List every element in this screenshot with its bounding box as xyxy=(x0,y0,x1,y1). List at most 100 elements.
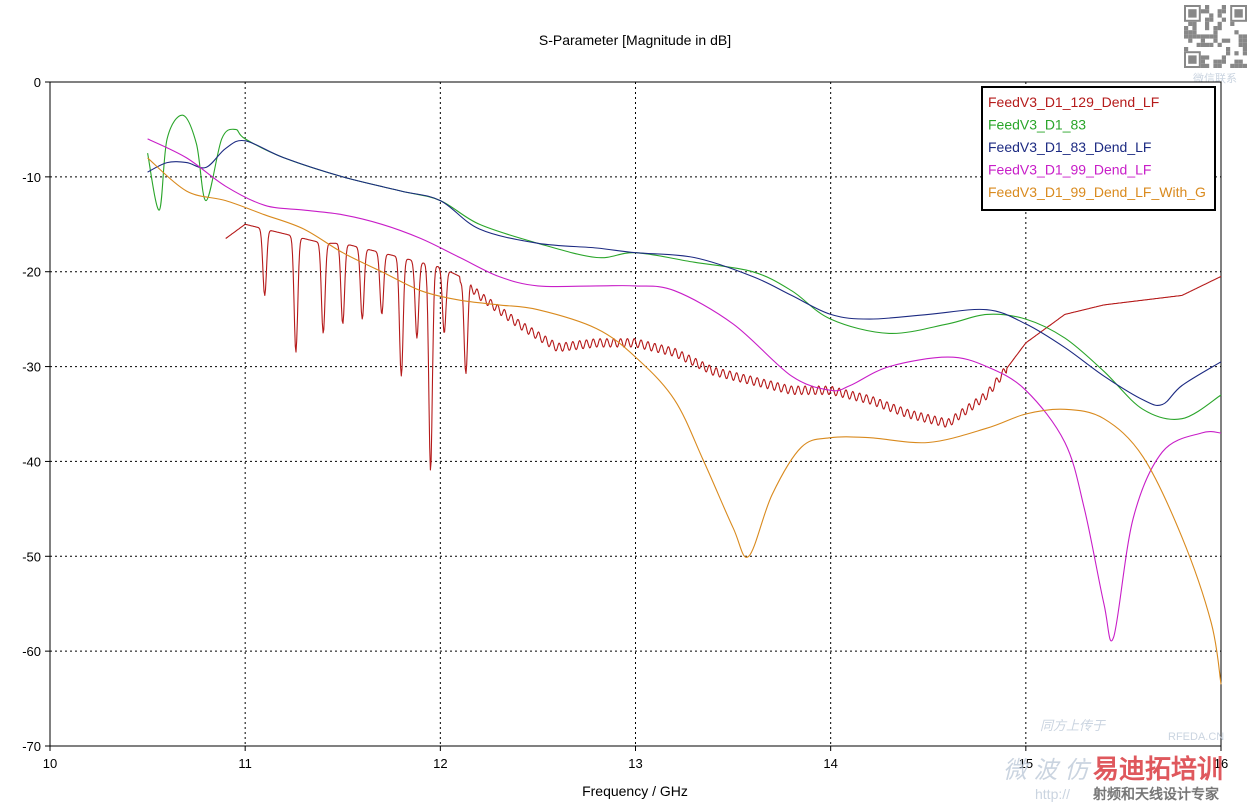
qr-cell xyxy=(1188,21,1193,26)
y-axis-ticks: 0 -10 -20 -30 -40 -50 -60 -70 xyxy=(22,75,50,754)
x-tick-label: 12 xyxy=(433,756,447,771)
qr-cell xyxy=(1205,26,1210,31)
qr-cell xyxy=(1196,42,1201,47)
qr-cell xyxy=(1213,63,1218,68)
qr-cell xyxy=(1242,51,1247,56)
y-tick-label: -30 xyxy=(22,360,41,375)
qr-cell xyxy=(1184,26,1189,31)
qr-cell xyxy=(1184,47,1189,52)
x-tick-label: 14 xyxy=(823,756,837,771)
legend: FeedV3_D1_129_Dend_LF FeedV3_D1_83 FeedV3_… xyxy=(981,86,1216,211)
series-line-1 xyxy=(225,223,1222,471)
series-line-2 xyxy=(147,114,1222,420)
legend-entry: FeedV3_D1_99_Dend_LF xyxy=(988,162,1151,178)
qr-cell xyxy=(1238,59,1243,64)
qr-cell xyxy=(1217,21,1222,26)
legend-entry: FeedV3_D1_83_Dend_LF xyxy=(988,139,1151,155)
qr-cell xyxy=(1192,21,1197,26)
x-axis-ticks: 10 11 12 13 14 15 16 xyxy=(43,746,1228,771)
qr-cell xyxy=(1226,47,1231,52)
qr-cell xyxy=(1200,42,1205,47)
qr-cell xyxy=(1205,63,1210,68)
series-lines xyxy=(147,114,1222,685)
qr-cell xyxy=(1221,5,1226,10)
y-tick-label: -50 xyxy=(22,549,41,564)
qr-cell xyxy=(1205,5,1210,10)
qr-finder xyxy=(1230,5,1247,22)
qr-cell xyxy=(1234,51,1239,56)
legend-box xyxy=(981,86,1216,211)
y-tick-label: -10 xyxy=(22,170,41,185)
legend-entry: FeedV3_D1_83 xyxy=(988,117,1086,133)
qr-cell xyxy=(1238,63,1243,68)
qr-cell xyxy=(1217,59,1222,64)
qr-cell xyxy=(1184,30,1189,35)
qr-cell xyxy=(1188,34,1193,39)
qr-cell xyxy=(1205,42,1210,47)
qr-code-watermark xyxy=(1184,5,1247,69)
qr-cell xyxy=(1209,34,1214,39)
watermark-slogan: 射频和天线设计专家 xyxy=(1092,786,1220,802)
x-tick-label: 13 xyxy=(628,756,642,771)
qr-cell xyxy=(1188,38,1193,43)
qr-cell xyxy=(1213,30,1218,35)
qr-cell xyxy=(1200,63,1205,68)
qr-cell xyxy=(1205,55,1210,60)
qr-finder-core xyxy=(1188,55,1197,64)
qr-cell xyxy=(1238,42,1243,47)
qr-cell xyxy=(1200,55,1205,60)
watermark-brand: 易迪拓培训 xyxy=(1093,754,1223,784)
legend-entry: FeedV3_D1_99_Dend_LF_With_G xyxy=(988,184,1206,200)
watermarks: 同方上传于 RFEDA.CN 微 波 仿 易迪拓培训 http:// 射频和天线… xyxy=(1003,718,1224,802)
qr-cell xyxy=(1217,63,1222,68)
qr-cell xyxy=(1242,38,1247,43)
qr-cell xyxy=(1217,9,1222,14)
x-tick-label: 11 xyxy=(238,756,252,771)
qr-cell xyxy=(1205,17,1210,22)
qr-cell xyxy=(1200,34,1205,39)
qr-cell xyxy=(1205,9,1210,14)
series-line-3 xyxy=(147,139,1222,406)
qr-cell xyxy=(1213,59,1218,64)
y-tick-label: 0 xyxy=(34,75,41,90)
qr-cell xyxy=(1238,34,1243,39)
qr-finder xyxy=(1184,51,1201,69)
qr-cell xyxy=(1205,34,1210,39)
qr-cell xyxy=(1234,59,1239,64)
qr-cell xyxy=(1209,42,1214,47)
qr-cell xyxy=(1200,38,1205,43)
x-tick-label: 16 xyxy=(1214,756,1228,771)
qr-cell xyxy=(1226,38,1231,43)
chart-title: S-Parameter [Magnitude in dB] xyxy=(539,32,731,48)
qr-cell xyxy=(1188,30,1193,35)
qr-cell xyxy=(1217,42,1222,47)
watermark-rfeda: RFEDA.CN xyxy=(1168,731,1224,743)
qr-cell xyxy=(1209,13,1214,18)
qr-finder xyxy=(1184,5,1201,22)
qr-cell xyxy=(1234,30,1239,35)
qr-cell xyxy=(1184,34,1189,39)
x-axis-label: Frequency / GHz xyxy=(582,783,688,799)
qr-cell xyxy=(1196,34,1201,39)
qr-cell xyxy=(1242,42,1247,47)
qr-cell xyxy=(1221,55,1226,60)
qr-cell xyxy=(1192,30,1197,35)
y-tick-label: -40 xyxy=(22,454,41,469)
qr-cell xyxy=(1242,63,1247,68)
series-line-4 xyxy=(147,138,1222,642)
qr-cell xyxy=(1205,21,1210,26)
x-tick-label: 10 xyxy=(43,756,57,771)
qr-finder-core xyxy=(1188,9,1197,18)
y-tick-label: -60 xyxy=(22,644,41,659)
qr-cell xyxy=(1230,21,1235,26)
qr-cell xyxy=(1209,17,1214,22)
qr-cell xyxy=(1242,34,1247,39)
qr-cell xyxy=(1200,59,1205,64)
y-tick-label: -20 xyxy=(22,265,41,280)
qr-cell xyxy=(1213,38,1218,43)
watermark-url: http:// xyxy=(1035,786,1070,802)
qr-finder-core xyxy=(1234,9,1243,18)
qr-cell xyxy=(1226,51,1231,56)
watermark-faint-top: 同方上传于 xyxy=(1040,718,1106,733)
